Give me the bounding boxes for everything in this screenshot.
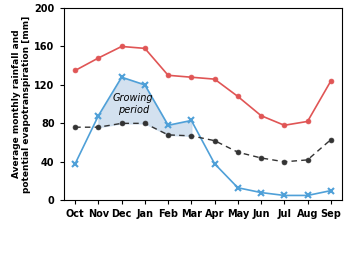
Legend: PET [mm], Rainfall [mm], 1/2 PET [mm]: PET [mm], Rainfall [mm], 1/2 PET [mm] [68, 266, 338, 267]
Y-axis label: Average monthly rainfall and
potential evapotranspiration [mm]: Average monthly rainfall and potential e… [12, 15, 31, 193]
Text: Growing
period: Growing period [113, 93, 154, 115]
